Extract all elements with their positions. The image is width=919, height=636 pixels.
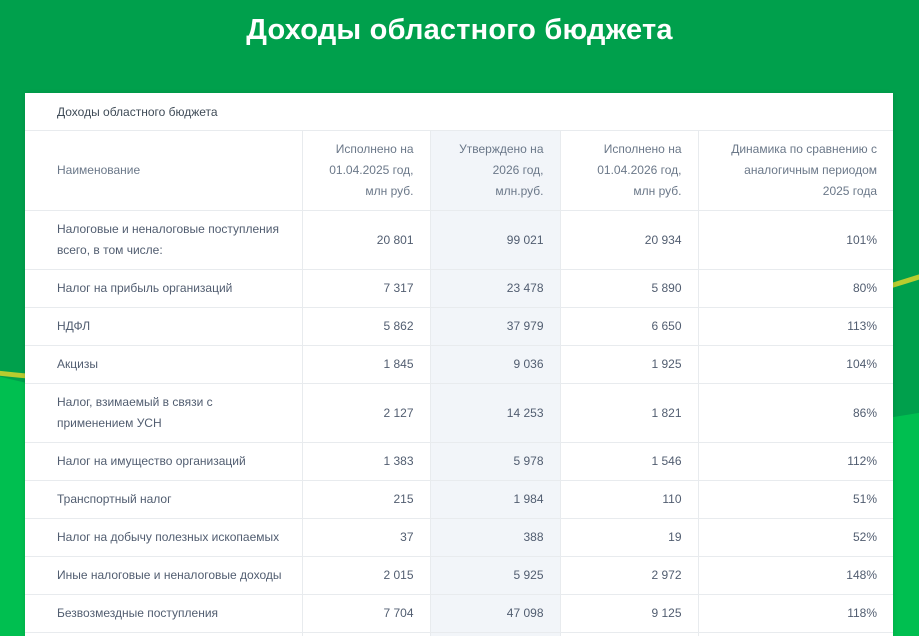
cell-executed-2026: 20 934 — [559, 210, 698, 270]
table-row: Налог на добычу полезных ископаемых 37 3… — [25, 518, 893, 557]
column-header-executed-2026: Исполнено на 01.04.2026 год, млн руб. — [559, 131, 698, 211]
cell-executed-2025: 1 383 — [301, 442, 430, 481]
cell-approved-2026: 5 925 — [429, 556, 560, 595]
cell-dynamics: 52% — [697, 518, 893, 557]
table-row: Иные налоговые и неналоговые доходы 2 01… — [25, 556, 893, 595]
cell-approved-2026: 388 — [429, 518, 560, 557]
cell-executed-2025: 2 127 — [301, 383, 430, 443]
column-header-approved-2026: Утверждено на 2026 год, млн.руб. — [429, 131, 560, 211]
row-label: Налог, взимаемый в связи с применением У… — [25, 383, 302, 443]
cell-executed-2025: 7 704 — [301, 594, 430, 633]
row-label: Безвозмездные поступления — [25, 594, 302, 633]
row-label: Транспортный налог — [25, 480, 302, 519]
cell-dynamics: 101% — [697, 210, 893, 270]
cell-dynamics: 112% — [697, 442, 893, 481]
cell-executed-2026: 1 546 — [559, 442, 698, 481]
table-row: НДФЛ 5 862 37 979 6 650 113% — [25, 307, 893, 346]
table-card: Доходы областного бюджета Наименование И… — [25, 93, 893, 636]
cell-executed-2026: 110 — [559, 480, 698, 519]
row-label: ИТОГО ДОХОДЫ — [25, 632, 302, 636]
cell-executed-2025: 1 845 — [301, 345, 430, 384]
row-label: Налог на имущество организаций — [25, 442, 302, 481]
column-header-executed-2025: Исполнено на 01.04.2025 год, млн руб. — [301, 131, 430, 211]
column-header-name: Наименование — [57, 163, 141, 177]
cell-executed-2026: 2 972 — [559, 556, 698, 595]
table-row: Налог на имущество организаций 1 383 5 9… — [25, 442, 893, 481]
cell-approved-2026: 23 478 — [429, 269, 560, 308]
cell-executed-2026: 5 890 — [559, 269, 698, 308]
table-row: Налог, взимаемый в связи с применением У… — [25, 383, 893, 443]
row-label: Иные налоговые и неналоговые доходы — [25, 556, 302, 595]
cell-dynamics: 113% — [697, 307, 893, 346]
table-row: Транспортный налог 215 1 984 110 51% — [25, 480, 893, 519]
cell-executed-2025: 215 — [301, 480, 430, 519]
cell-approved-2026: 99 021 — [429, 210, 560, 270]
row-label: НДФЛ — [25, 307, 302, 346]
cell-approved-2026: 14 253 — [429, 383, 560, 443]
cell-executed-2026: 30 059 — [559, 632, 698, 636]
cell-approved-2026: 9 036 — [429, 345, 560, 384]
cell-executed-2025: 20 801 — [301, 210, 430, 270]
cell-dynamics: 80% — [697, 269, 893, 308]
table-caption: Доходы областного бюджета — [25, 93, 893, 131]
table-row: Акцизы 1 845 9 036 1 925 104% — [25, 345, 893, 384]
cell-dynamics: 148% — [697, 556, 893, 595]
row-label: Налог на прибыль организаций — [25, 269, 302, 308]
cell-executed-2025: 5 862 — [301, 307, 430, 346]
cell-dynamics: 105% — [697, 632, 893, 636]
row-label: Налоговые и неналоговые поступления всег… — [25, 210, 302, 270]
cell-approved-2026: 146 119 — [429, 632, 560, 636]
cell-executed-2026: 1 925 — [559, 345, 698, 384]
cell-approved-2026: 37 979 — [429, 307, 560, 346]
cell-dynamics: 118% — [697, 594, 893, 633]
cell-executed-2026: 1 821 — [559, 383, 698, 443]
cell-dynamics: 104% — [697, 345, 893, 384]
cell-executed-2025: 2 015 — [301, 556, 430, 595]
cell-approved-2026: 5 978 — [429, 442, 560, 481]
cell-executed-2026: 9 125 — [559, 594, 698, 633]
cell-dynamics: 51% — [697, 480, 893, 519]
page-title: Доходы областного бюджета — [246, 14, 673, 46]
cell-approved-2026: 1 984 — [429, 480, 560, 519]
cell-executed-2026: 6 650 — [559, 307, 698, 346]
cell-dynamics: 86% — [697, 383, 893, 443]
cell-executed-2025: 7 317 — [301, 269, 430, 308]
table-row-total: ИТОГО ДОХОДЫ 28 505 146 119 30 059 105% — [25, 632, 893, 636]
column-header-dynamics: Динамика по сравнению с аналогичным пери… — [697, 131, 893, 211]
cell-executed-2025: 37 — [301, 518, 430, 557]
table-row: Налог на прибыль организаций 7 317 23 47… — [25, 269, 893, 308]
row-label: Акцизы — [25, 345, 302, 384]
table-header-row: Наименование Исполнено на 01.04.2025 год… — [25, 131, 893, 211]
cell-executed-2025: 28 505 — [301, 632, 430, 636]
budget-table: Наименование Исполнено на 01.04.2025 год… — [25, 131, 893, 636]
table-row: Налоговые и неналоговые поступления всег… — [25, 210, 893, 270]
cell-approved-2026: 47 098 — [429, 594, 560, 633]
row-label: Налог на добычу полезных ископаемых — [25, 518, 302, 557]
table-row: Безвозмездные поступления 7 704 47 098 9… — [25, 594, 893, 633]
cell-executed-2026: 19 — [559, 518, 698, 557]
